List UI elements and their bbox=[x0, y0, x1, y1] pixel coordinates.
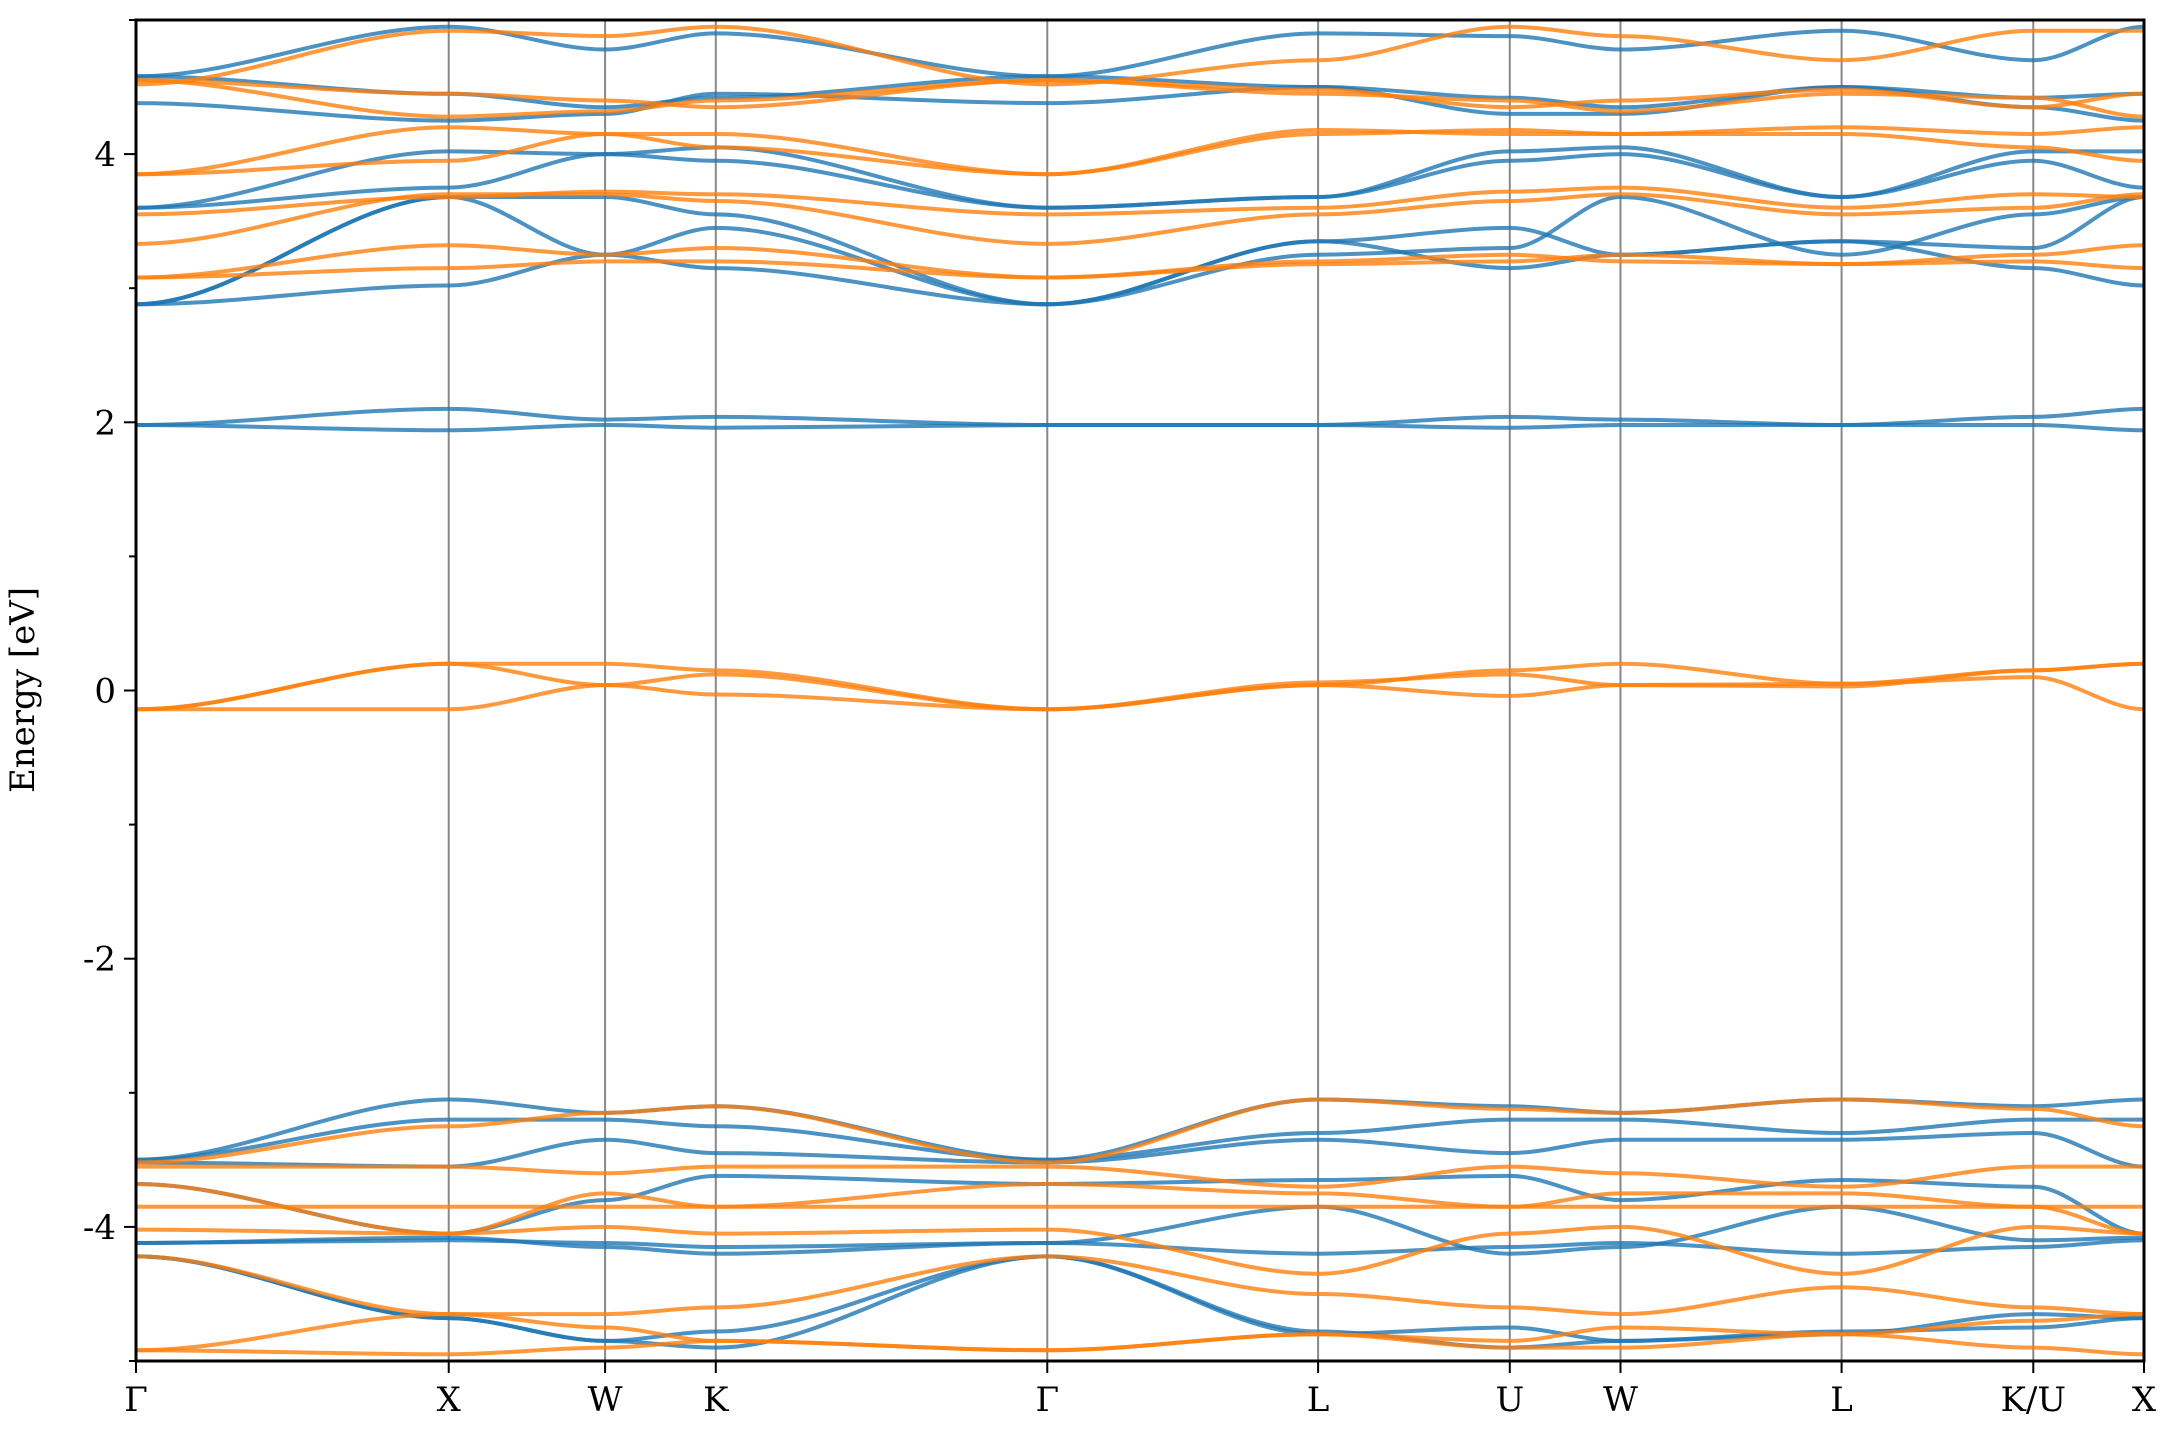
x-tick-label: Γ bbox=[1035, 1380, 1059, 1420]
band-line-spin-down bbox=[136, 1182, 2144, 1236]
x-tick-label: U bbox=[1495, 1380, 1524, 1420]
band-line-spin-up bbox=[136, 195, 2144, 307]
y-tick-label: 4 bbox=[94, 135, 116, 175]
x-tick-label: K/U bbox=[2001, 1380, 2067, 1420]
x-axis: Γ X W K Γ L U W L K/U X bbox=[124, 1361, 2157, 1420]
y-axis-title: Energy [eV] bbox=[3, 587, 43, 793]
band-line-spin-down bbox=[136, 78, 2144, 119]
x-tick-label: W bbox=[1603, 1380, 1638, 1420]
band-line-spin-down bbox=[136, 24, 2144, 87]
band-line-spin-up bbox=[136, 1173, 2144, 1236]
band-line-spin-down bbox=[136, 243, 2144, 280]
band-line-spin-up bbox=[136, 24, 2144, 79]
x-tick-label: K bbox=[703, 1380, 729, 1420]
band-line-spin-down bbox=[136, 78, 2144, 110]
band-line-spin-down bbox=[136, 128, 2144, 177]
x-tick-label: X bbox=[437, 1380, 462, 1420]
x-tick-label: X bbox=[2132, 1380, 2157, 1420]
y-tick-label: -2 bbox=[83, 940, 116, 980]
y-tick-label: -4 bbox=[83, 1208, 116, 1248]
band-line-spin-up bbox=[136, 406, 2144, 428]
y-tick-label: 0 bbox=[94, 672, 116, 712]
band-line-spin-down bbox=[136, 675, 2144, 712]
bands bbox=[136, 24, 2144, 1357]
band-line-spin-down bbox=[136, 125, 2144, 177]
band-line-spin-down bbox=[136, 185, 2144, 217]
band-line-spin-up bbox=[136, 422, 2144, 433]
band-line-spin-down bbox=[136, 1224, 2144, 1276]
band-line-spin-down bbox=[136, 1097, 2144, 1165]
x-tick-label: Γ bbox=[124, 1380, 148, 1420]
band-line-spin-down bbox=[136, 1332, 2144, 1357]
y-tick-label: 2 bbox=[94, 403, 116, 443]
band-line-spin-down bbox=[136, 661, 2144, 712]
band-line-spin-down bbox=[136, 1164, 2144, 1189]
band-line-spin-up bbox=[136, 74, 2144, 110]
x-tick-label: W bbox=[588, 1380, 623, 1420]
band-line-spin-up bbox=[136, 145, 2144, 210]
x-tick-label: L bbox=[1830, 1380, 1853, 1420]
y-axis: 4 2 0 -2 -4 bbox=[83, 19, 136, 1362]
x-tick-label: L bbox=[1307, 1380, 1330, 1420]
band-line-spin-down bbox=[136, 192, 2144, 246]
band-line-spin-down bbox=[136, 1254, 2144, 1317]
band-line-spin-up bbox=[136, 1131, 2144, 1169]
plot-frame bbox=[134, 18, 2146, 1363]
